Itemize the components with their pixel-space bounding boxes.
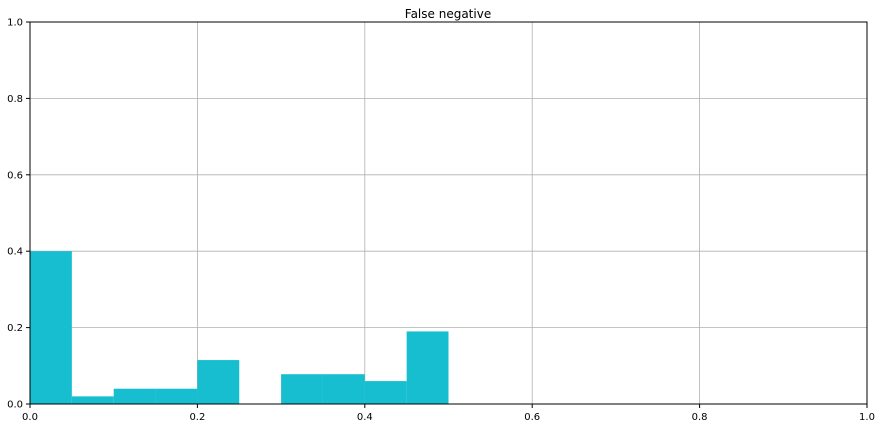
histogram-bar-2 [113,388,156,404]
x-tick-label-0: 0.0 [22,412,38,423]
x-tick-label-2: 0.4 [357,412,373,423]
histogram-bar-8 [364,381,407,404]
histogram-bar-6 [281,374,323,404]
histogram-bar-9 [406,331,449,404]
x-tick-label-1: 0.2 [189,412,205,423]
x-tick-label-4: 0.8 [692,412,708,423]
histogram-bar-1 [71,396,114,404]
histogram-bar-7 [322,374,365,404]
x-tick-label-5: 1.0 [859,412,875,423]
y-tick-label-4: 0.8 [7,94,23,105]
x-axis-ticks: 0.0 0.2 0.4 0.6 0.8 1.0 [22,404,875,423]
histogram-bar-3 [155,388,198,404]
y-tick-label-3: 0.6 [7,170,23,181]
y-tick-label-5: 1.0 [7,18,23,29]
y-tick-label-1: 0.2 [7,323,23,334]
y-tick-label-2: 0.4 [7,247,23,258]
bars [30,251,449,404]
y-axis-ticks: 0.0 0.2 0.4 0.6 0.8 1.0 [7,18,30,411]
x-tick-label-3: 0.6 [524,412,540,423]
chart-title: False negative [405,7,491,21]
histogram-bar-0 [30,251,72,404]
histogram-bar-4 [197,360,240,404]
y-tick-label-0: 0.0 [7,400,23,411]
plot-frame [29,21,868,405]
